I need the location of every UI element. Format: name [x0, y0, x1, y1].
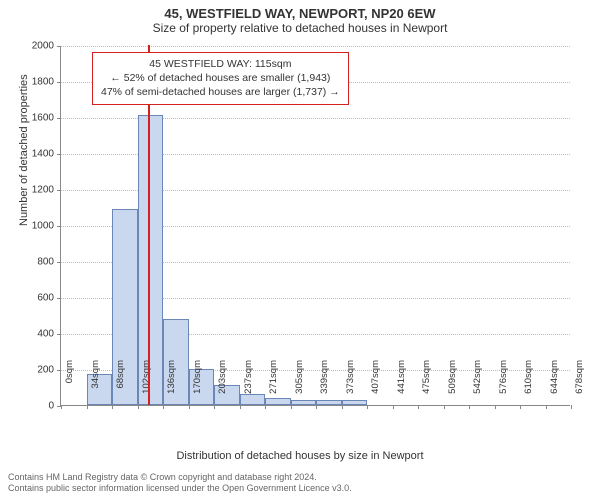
- y-tick-mark: [57, 118, 61, 119]
- x-tick-label: 305sqm: [294, 360, 305, 410]
- x-tick-mark: [342, 405, 343, 409]
- y-tick-mark: [57, 370, 61, 371]
- x-tick-mark: [495, 405, 496, 409]
- y-tick-mark: [57, 334, 61, 335]
- x-tick-mark: [316, 405, 317, 409]
- x-tick-mark: [112, 405, 113, 409]
- x-tick-mark: [291, 405, 292, 409]
- x-tick-label: 271sqm: [268, 360, 279, 410]
- y-tick-mark: [57, 262, 61, 263]
- x-tick-label: 373sqm: [345, 360, 356, 410]
- y-tick-label: 400: [14, 329, 54, 340]
- x-tick-mark: [418, 405, 419, 409]
- gridline: [61, 46, 570, 47]
- x-tick-mark: [87, 405, 88, 409]
- y-tick-mark: [57, 82, 61, 83]
- y-tick-label: 800: [14, 257, 54, 268]
- y-tick-mark: [57, 154, 61, 155]
- footer-line-1: Contains HM Land Registry data © Crown c…: [8, 472, 352, 483]
- y-tick-label: 1400: [14, 149, 54, 160]
- x-tick-mark: [189, 405, 190, 409]
- x-tick-label: 203sqm: [217, 360, 228, 410]
- x-tick-label: 407sqm: [370, 360, 381, 410]
- x-tick-mark: [444, 405, 445, 409]
- y-tick-label: 1200: [14, 185, 54, 196]
- x-tick-mark: [240, 405, 241, 409]
- x-tick-mark: [61, 405, 62, 409]
- x-tick-label: 678sqm: [574, 360, 585, 410]
- x-tick-mark: [265, 405, 266, 409]
- x-tick-label: 542sqm: [472, 360, 483, 410]
- x-tick-mark: [469, 405, 470, 409]
- x-tick-label: 102sqm: [141, 360, 152, 410]
- y-tick-label: 0: [14, 401, 54, 412]
- annotation-line-1: 45 WESTFIELD WAY: 115sqm: [101, 57, 340, 71]
- x-tick-mark: [393, 405, 394, 409]
- y-tick-mark: [57, 46, 61, 47]
- x-tick-label: 475sqm: [421, 360, 432, 410]
- chart-title: 45, WESTFIELD WAY, NEWPORT, NP20 6EW: [0, 0, 600, 21]
- x-tick-mark: [214, 405, 215, 409]
- x-tick-label: 68sqm: [115, 360, 126, 410]
- x-tick-mark: [163, 405, 164, 409]
- x-tick-mark: [520, 405, 521, 409]
- y-tick-label: 200: [14, 365, 54, 376]
- plot-area: 0sqm34sqm68sqm102sqm136sqm170sqm203sqm23…: [60, 46, 570, 406]
- footer-line-2: Contains public sector information licen…: [8, 483, 352, 494]
- y-tick-mark: [57, 190, 61, 191]
- y-tick-mark: [57, 298, 61, 299]
- x-tick-mark: [138, 405, 139, 409]
- x-tick-label: 509sqm: [447, 360, 458, 410]
- x-tick-label: 170sqm: [192, 360, 203, 410]
- x-tick-label: 644sqm: [549, 360, 560, 410]
- x-tick-label: 339sqm: [319, 360, 330, 410]
- x-tick-label: 136sqm: [166, 360, 177, 410]
- annotation-line-3: 47% of semi-detached houses are larger (…: [101, 85, 340, 99]
- annotation-line-2: ← 52% of detached houses are smaller (1,…: [101, 71, 340, 85]
- x-tick-mark: [546, 405, 547, 409]
- x-tick-label: 237sqm: [243, 360, 254, 410]
- x-axis-label: Distribution of detached houses by size …: [0, 450, 600, 462]
- y-tick-label: 1800: [14, 77, 54, 88]
- y-tick-label: 1600: [14, 113, 54, 124]
- x-tick-label: 0sqm: [64, 360, 75, 410]
- y-tick-label: 1000: [14, 221, 54, 232]
- annotation-box: 45 WESTFIELD WAY: 115sqm ← 52% of detach…: [92, 52, 349, 105]
- y-tick-label: 2000: [14, 41, 54, 52]
- x-tick-label: 441sqm: [396, 360, 407, 410]
- x-tick-mark: [571, 405, 572, 409]
- chart-subtitle: Size of property relative to detached ho…: [0, 21, 600, 37]
- x-tick-mark: [367, 405, 368, 409]
- footer-attribution: Contains HM Land Registry data © Crown c…: [8, 472, 352, 494]
- y-tick-label: 600: [14, 293, 54, 304]
- y-tick-mark: [57, 226, 61, 227]
- x-tick-label: 34sqm: [90, 360, 101, 410]
- x-tick-label: 610sqm: [523, 360, 534, 410]
- chart-container: 45, WESTFIELD WAY, NEWPORT, NP20 6EW Siz…: [0, 0, 600, 500]
- x-tick-label: 576sqm: [498, 360, 509, 410]
